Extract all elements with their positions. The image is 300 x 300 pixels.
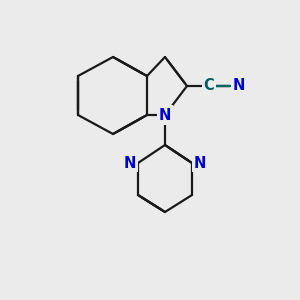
Text: C: C xyxy=(204,77,214,92)
Text: N: N xyxy=(194,155,206,170)
Text: N: N xyxy=(124,155,136,170)
Text: N: N xyxy=(233,79,245,94)
Text: N: N xyxy=(159,107,171,122)
